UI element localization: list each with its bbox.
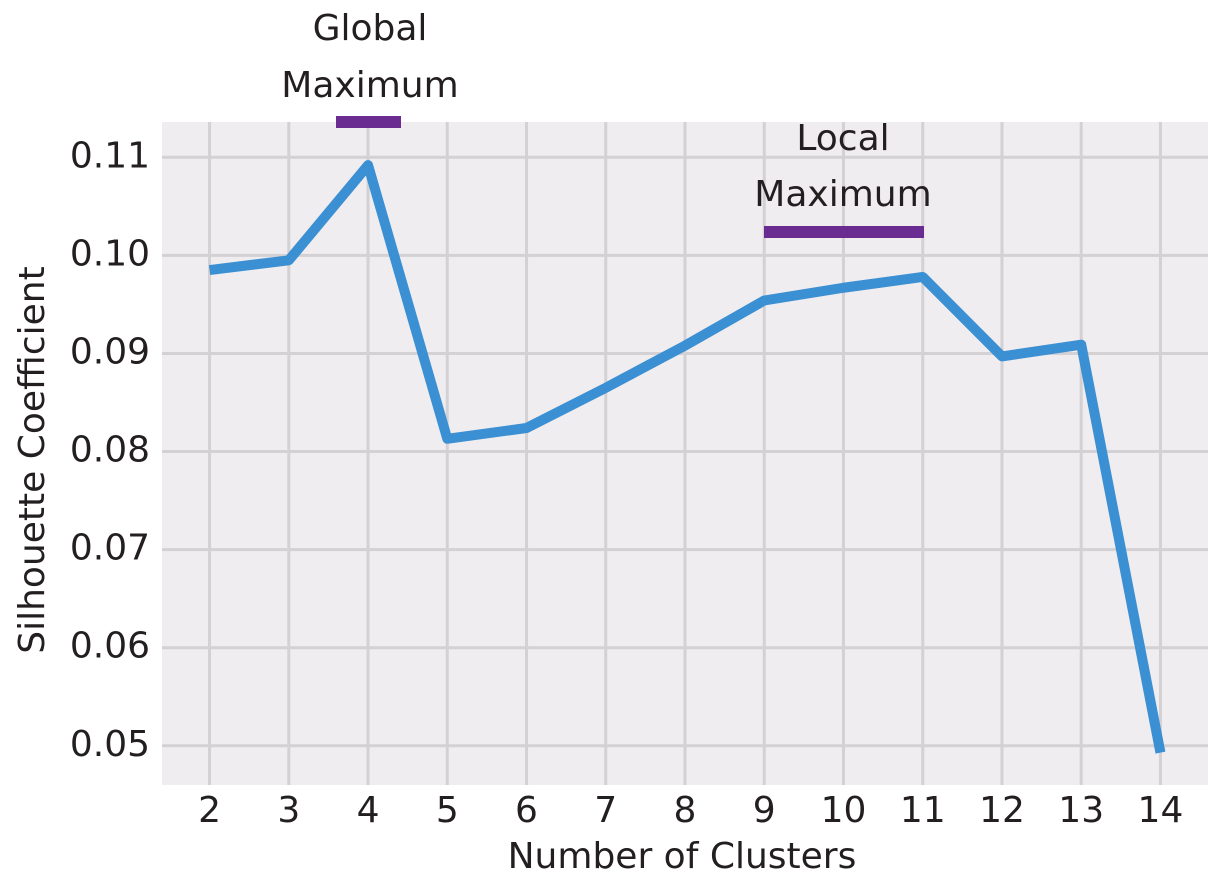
y-tick-label: 0.05	[70, 724, 150, 765]
x-tick-label: 14	[1138, 790, 1184, 831]
x-tick-label: 2	[198, 790, 221, 831]
annotation-text: Maximum	[754, 174, 931, 215]
x-tick-label: 13	[1058, 790, 1104, 831]
x-tick-label: 9	[753, 790, 776, 831]
annotation-text: Global	[313, 8, 428, 49]
y-tick-label: 0.07	[70, 528, 150, 569]
x-tick-label: 11	[900, 790, 946, 831]
y-tick-label: 0.08	[70, 430, 150, 471]
x-tick-label: 8	[674, 790, 697, 831]
x-tick-label: 4	[357, 790, 380, 831]
x-tick-label: 12	[979, 790, 1025, 831]
y-tick-label: 0.09	[70, 331, 150, 372]
x-tick-label: 3	[277, 790, 300, 831]
x-tick-label: 10	[821, 790, 867, 831]
x-axis-label: Number of Clusters	[508, 836, 857, 877]
y-axis-label: Silhouette Coefficient	[12, 266, 53, 653]
y-tick-label: 0.10	[70, 233, 150, 274]
y-tick-label: 0.06	[70, 626, 150, 667]
annotation-bar	[764, 226, 924, 238]
annotation-bar	[336, 116, 401, 128]
x-tick-label: 6	[515, 790, 538, 831]
x-tick-label: 5	[436, 790, 459, 831]
data-line	[208, 160, 1166, 754]
y-tick-label: 0.11	[70, 135, 150, 176]
annotation-text: Maximum	[281, 65, 458, 106]
x-tick-label: 7	[594, 790, 617, 831]
annotation-text: Local	[796, 118, 889, 159]
